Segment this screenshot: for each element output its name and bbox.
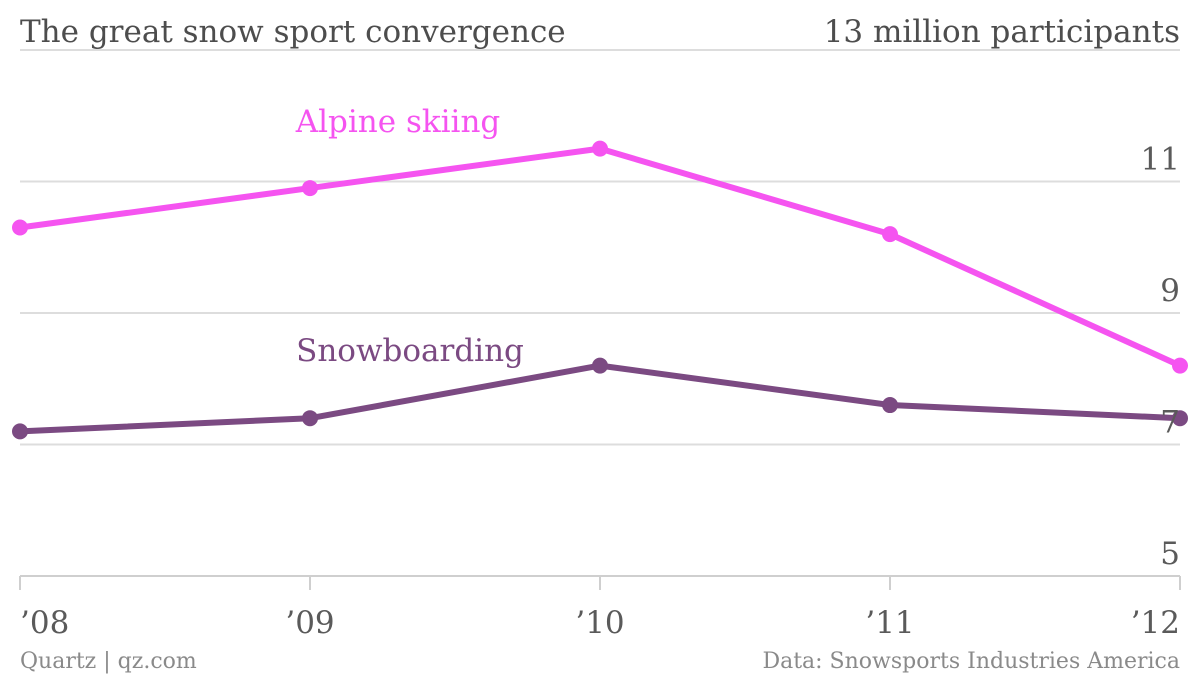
x-axis-ticks [19,576,1181,590]
series-label-alpine-skiing: Alpine skiing [295,104,501,140]
data-points [12,140,1188,440]
x-tick-label: ’10 [575,605,624,641]
data-point-snowboarding [12,423,28,440]
data-point-snowboarding [882,397,898,414]
x-tick-label: ’12 [1131,605,1180,641]
data-point-snowboarding [302,410,318,427]
grid-lines [20,49,1180,577]
data-point-alpine-skiing [882,226,898,243]
y-tick-label: 9 [1160,273,1180,309]
x-tick-label: ’08 [20,605,69,641]
chart-title: The great snow sport convergence [20,14,566,50]
y-axis-tick-labels: 5 7 9 11 [1141,142,1180,573]
series-lines [17,145,1183,435]
data-point-alpine-skiing [12,219,28,236]
x-axis-tick-labels: ’08 ’09 ’10 ’11 ’12 [20,605,1180,641]
unit-label: 13 million participants [824,14,1180,50]
data-point-alpine-skiing [1172,357,1188,374]
data-point-alpine-skiing [302,180,318,197]
y-tick-label: 5 [1160,536,1180,572]
footer-source-left: Quartz | qz.com [20,649,197,674]
data-point-alpine-skiing [592,140,608,157]
x-tick-label: ’11 [865,605,914,641]
series-line-snowboarding [17,362,1183,435]
y-tick-label: 7 [1160,405,1180,441]
data-point-snowboarding [592,357,608,374]
y-tick-label: 11 [1141,142,1180,178]
footer-source-right: Data: Snowsports Industries America [762,649,1180,674]
x-tick-label: ’09 [285,605,334,641]
series-label-snowboarding: Snowboarding [296,333,524,369]
data-point-snowboarding [1172,410,1188,427]
